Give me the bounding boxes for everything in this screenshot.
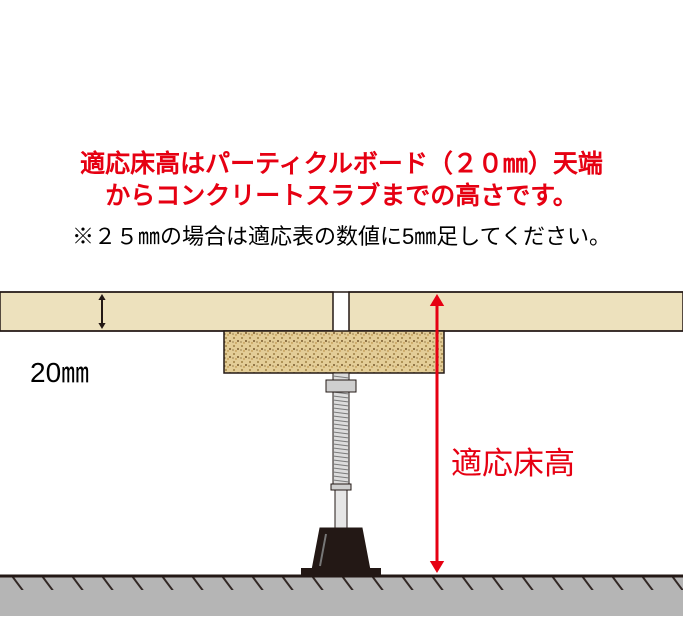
title-line-1: 適応床高はパーティクルボード（２０㎜）天端 bbox=[0, 144, 683, 180]
board-thickness-label: 20㎜ bbox=[30, 351, 89, 391]
height-label: 適応床高 bbox=[451, 438, 575, 483]
title-line-2: からコンクリートスラブまでの高さです。 bbox=[0, 176, 683, 212]
floor-diagram bbox=[0, 0, 683, 622]
note-line: ※２５㎜の場合は適応表の数値に5㎜足してください。 bbox=[0, 219, 683, 251]
diagram-canvas: 適応床高はパーティクルボード（２０㎜）天端 からコンクリートスラブまでの高さです… bbox=[0, 0, 683, 622]
